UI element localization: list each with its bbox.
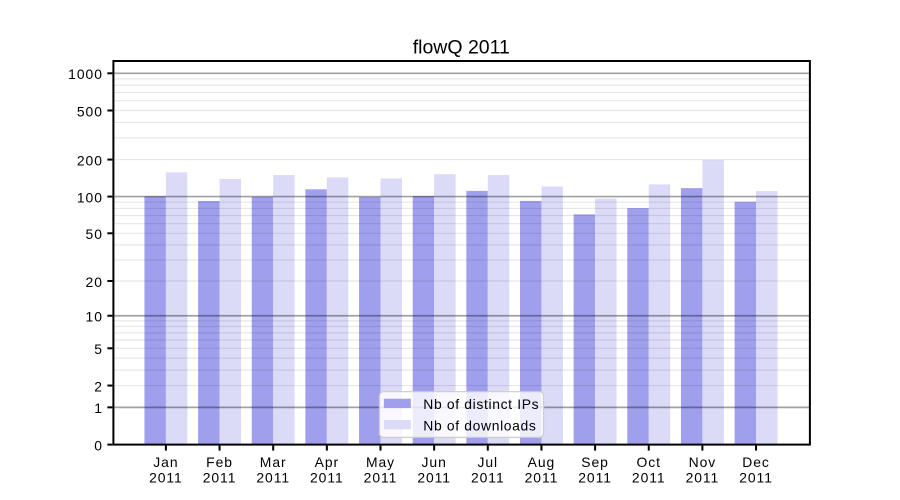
svg-text:Jan: Jan xyxy=(153,454,178,470)
svg-text:Mar: Mar xyxy=(260,454,287,470)
svg-text:May: May xyxy=(366,454,395,470)
svg-text:2011: 2011 xyxy=(739,469,773,485)
svg-text:2011: 2011 xyxy=(256,469,290,485)
svg-text:Apr: Apr xyxy=(315,454,339,470)
svg-text:Jun: Jun xyxy=(422,454,447,470)
svg-text:flowQ 2011: flowQ 2011 xyxy=(413,36,510,58)
svg-text:Jul: Jul xyxy=(477,454,498,470)
svg-text:5: 5 xyxy=(94,341,103,357)
svg-text:100: 100 xyxy=(77,189,103,205)
svg-text:50: 50 xyxy=(86,226,103,242)
svg-text:2011: 2011 xyxy=(471,469,505,485)
svg-text:Oct: Oct xyxy=(637,454,661,470)
svg-text:2011: 2011 xyxy=(364,469,398,485)
svg-text:Nb of distinct IPs: Nb of distinct IPs xyxy=(423,396,539,412)
svg-text:1: 1 xyxy=(94,400,103,416)
svg-text:500: 500 xyxy=(77,103,103,119)
svg-text:2011: 2011 xyxy=(149,469,183,485)
svg-text:1000: 1000 xyxy=(68,66,103,82)
svg-text:20: 20 xyxy=(86,274,103,290)
svg-text:2011: 2011 xyxy=(525,469,559,485)
svg-text:Feb: Feb xyxy=(206,454,233,470)
svg-text:2: 2 xyxy=(94,378,103,394)
svg-text:200: 200 xyxy=(77,152,103,168)
svg-text:2011: 2011 xyxy=(417,469,451,485)
svg-text:2011: 2011 xyxy=(686,469,720,485)
svg-text:10: 10 xyxy=(86,309,103,325)
svg-text:2011: 2011 xyxy=(310,469,344,485)
svg-text:2011: 2011 xyxy=(203,469,237,485)
svg-text:2011: 2011 xyxy=(632,469,666,485)
svg-text:2011: 2011 xyxy=(578,469,612,485)
svg-text:0: 0 xyxy=(94,437,103,453)
svg-text:Dec: Dec xyxy=(742,454,770,470)
svg-text:Aug: Aug xyxy=(528,454,556,470)
svg-text:Nb of downloads: Nb of downloads xyxy=(423,417,536,433)
svg-text:Nov: Nov xyxy=(689,454,717,470)
svg-text:Sep: Sep xyxy=(581,454,609,470)
